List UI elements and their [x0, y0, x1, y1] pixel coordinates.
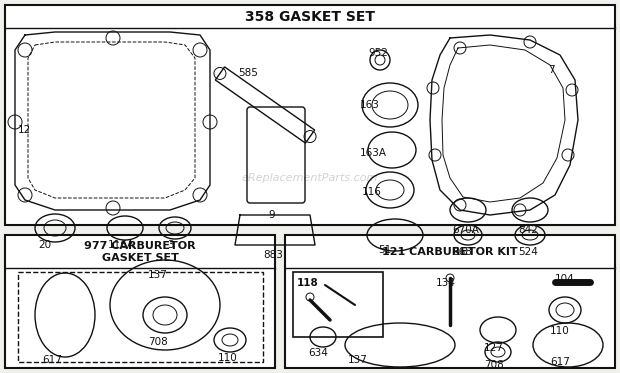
Text: 116A: 116A: [108, 240, 135, 250]
Bar: [5, 5, 615, 225]
Text: 137: 137: [348, 355, 368, 365]
Text: 708: 708: [148, 337, 168, 347]
Text: 358 GASKET SET: 358 GASKET SET: [245, 10, 375, 24]
Text: 3: 3: [167, 240, 174, 250]
Bar: [285, 235, 615, 368]
Text: 617: 617: [550, 357, 570, 367]
Text: 51: 51: [378, 245, 391, 255]
Text: 634: 634: [308, 348, 328, 358]
Text: 842: 842: [518, 225, 538, 235]
Text: 668: 668: [452, 247, 472, 257]
Text: 7: 7: [548, 65, 555, 75]
Bar: [5, 235, 275, 368]
Text: 977 CARBURETOR
GASKET SET: 977 CARBURETOR GASKET SET: [84, 241, 196, 263]
Text: 617: 617: [42, 355, 62, 365]
Bar: [18, 272, 263, 362]
Text: 12: 12: [18, 125, 31, 135]
Text: 118: 118: [297, 278, 319, 288]
Text: 110: 110: [550, 326, 570, 336]
Text: 708: 708: [484, 360, 503, 370]
Text: 110: 110: [218, 353, 237, 363]
Text: 163A: 163A: [360, 148, 387, 158]
Text: 883: 883: [263, 250, 283, 260]
Text: 121 CARBURETOR KIT: 121 CARBURETOR KIT: [382, 247, 518, 257]
Text: 163: 163: [360, 100, 380, 110]
Text: eReplacementParts.com: eReplacementParts.com: [242, 173, 378, 183]
Text: 952: 952: [368, 48, 388, 58]
Text: 134: 134: [436, 278, 456, 288]
Text: 524: 524: [518, 247, 538, 257]
Text: 137: 137: [148, 270, 168, 280]
Text: 20: 20: [38, 240, 51, 250]
Text: 670A: 670A: [452, 225, 479, 235]
Text: 116: 116: [362, 187, 382, 197]
Bar: [293, 272, 383, 337]
Text: 585: 585: [238, 68, 258, 78]
Text: 127: 127: [484, 343, 504, 353]
Text: 104: 104: [555, 274, 575, 284]
Text: 9: 9: [268, 210, 275, 220]
